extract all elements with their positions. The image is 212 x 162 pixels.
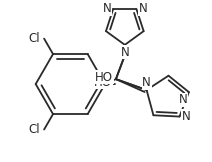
Text: N: N (120, 46, 129, 59)
Text: Cl: Cl (29, 32, 40, 45)
Text: N: N (102, 2, 111, 16)
Text: N: N (181, 110, 190, 123)
Text: N: N (138, 2, 147, 16)
Text: HO: HO (94, 76, 112, 89)
Text: Cl: Cl (29, 123, 40, 136)
Text: N: N (142, 76, 151, 89)
Text: HO: HO (95, 71, 113, 84)
Text: N: N (179, 93, 188, 106)
